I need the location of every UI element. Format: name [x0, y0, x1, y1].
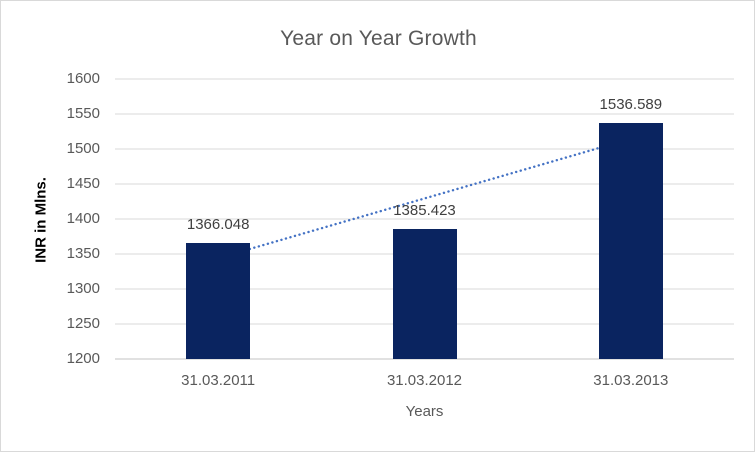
y-tick-label: 1550 — [66, 105, 100, 122]
y-tick-label: 1500 — [66, 140, 100, 157]
x-axis-title: Years — [405, 403, 444, 420]
trendline — [216, 137, 633, 260]
data-label: 1385.423 — [393, 202, 456, 220]
y-tick-label: 1400 — [66, 210, 100, 227]
bar-31.03.2012 — [392, 229, 457, 359]
y-tick-label: 1300 — [66, 280, 100, 297]
bar-31.03.2013 — [598, 123, 663, 359]
data-label: 1366.048 — [186, 215, 250, 233]
y-tick-label: 1600 — [66, 70, 100, 87]
chart-title: Year on Year Growth — [280, 27, 477, 50]
y-tick-label: 1450 — [66, 175, 100, 192]
y-tick-label: 1350 — [66, 245, 100, 262]
x-tick-label: 31.03.2011 — [181, 372, 256, 389]
x-tick-label: 31.03.2012 — [386, 372, 463, 389]
y-tick-label: 1200 — [66, 350, 100, 367]
y-axis-title: INR in Mlns. — [32, 177, 50, 263]
x-tick-label: 31.03.2013 — [593, 372, 669, 389]
data-label: 1536.589 — [599, 96, 663, 114]
bar-31.03.2011 — [186, 242, 251, 359]
y-tick-label: 1250 — [66, 315, 100, 332]
